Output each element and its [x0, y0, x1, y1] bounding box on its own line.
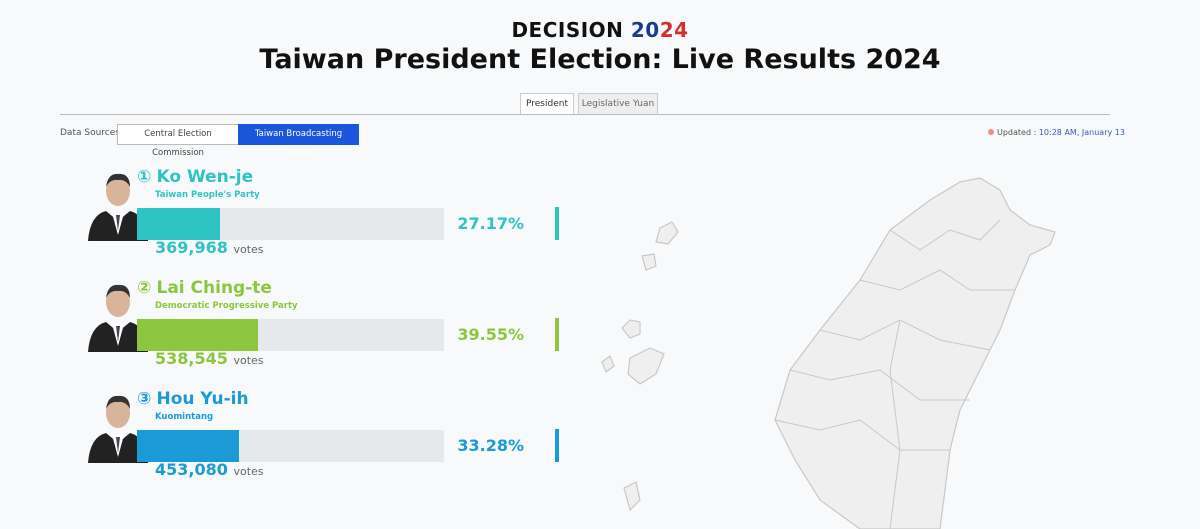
bar: [137, 430, 240, 462]
map-island: [641, 253, 657, 271]
votes: 453,080: [155, 460, 228, 479]
candidate-name: Lai Ching-te: [156, 278, 272, 298]
map-region: [774, 177, 1056, 529]
brand-year: 2024: [630, 18, 689, 42]
votes-line: 453,080 votes: [155, 460, 264, 479]
map-border: [789, 369, 970, 401]
map-border: [859, 269, 1015, 291]
updated-time: 10:28 AM, January 13: [1038, 128, 1125, 137]
bar: [137, 208, 221, 240]
brand: DECISION 2024: [0, 18, 1200, 42]
updated: Updated : 10:28 AM, January 13: [988, 128, 1125, 137]
candidate-party: Kuomintang: [155, 412, 214, 422]
votes-word: votes: [233, 243, 264, 256]
updated-label: Updated :: [997, 128, 1037, 137]
source-button[interactable]: Central Election Commission: [117, 124, 239, 158]
accent: [555, 318, 559, 351]
bar: [137, 319, 259, 351]
candidate-photo: [88, 395, 148, 463]
votes: 369,968: [155, 238, 228, 257]
map-border: [774, 419, 950, 451]
votes-line: 538,545 votes: [155, 349, 264, 368]
candidate-name: Ko Wen-je: [156, 167, 254, 187]
candidate-photo: [88, 284, 148, 352]
candidate-heading: ② Lai Ching-te: [137, 278, 272, 298]
accent: [555, 207, 559, 240]
candidate-party: Taiwan People's Party: [155, 190, 260, 200]
votes-line: 369,968 votes: [155, 238, 264, 257]
candidate-photo: [88, 173, 148, 241]
brand-name: DECISION: [511, 18, 624, 42]
candidate-number: ①: [137, 167, 152, 187]
tab[interactable]: President: [520, 93, 574, 114]
map-island: [627, 347, 665, 385]
map-island: [623, 481, 641, 512]
percent-label: 39.55%: [457, 325, 524, 344]
map: [601, 177, 1056, 529]
map-border: [889, 319, 901, 529]
source-button[interactable]: Taiwan Broadcasting System: [238, 124, 359, 158]
map-border: [889, 219, 1001, 251]
candidate-number: ②: [137, 278, 152, 298]
votes: 538,545: [155, 349, 228, 368]
percent-label: 33.28%: [457, 436, 524, 455]
page-title: Taiwan President Election: Live Results …: [259, 44, 941, 75]
tab[interactable]: Legislative Yuan: [578, 93, 658, 114]
percent-label: 27.17%: [457, 214, 524, 233]
candidate-heading: ① Ko Wen-je: [137, 167, 253, 187]
accent: [555, 429, 559, 462]
candidate-party: Democratic Progressive Party: [155, 301, 298, 311]
candidate-number: ③: [137, 389, 152, 409]
divider: [60, 114, 1110, 115]
votes-word: votes: [233, 465, 264, 478]
votes-word: votes: [233, 354, 264, 367]
map-island: [621, 319, 641, 339]
map-island: [601, 355, 615, 373]
sources-label: Data Sources:: [60, 128, 123, 138]
candidate-name: Hou Yu-ih: [156, 389, 249, 409]
candidate-heading: ③ Hou Yu-ih: [137, 389, 249, 409]
map-island: [655, 221, 679, 245]
